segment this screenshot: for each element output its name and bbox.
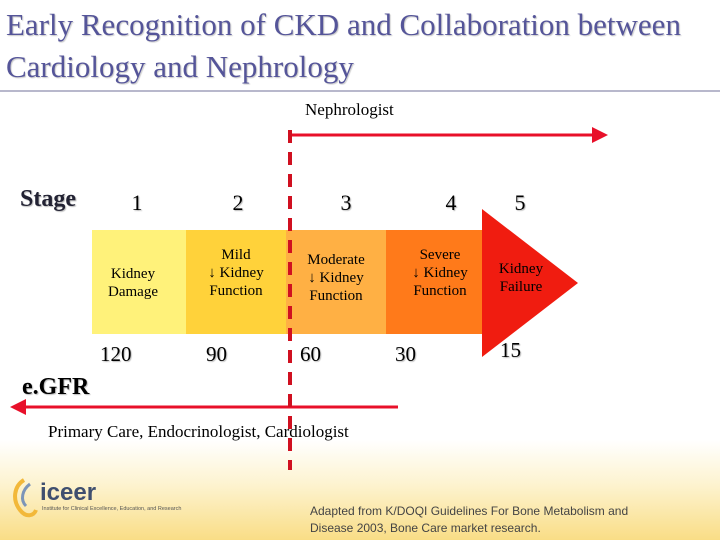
nephrologist-arrow [290, 127, 608, 143]
stage-number-4: 4 [445, 190, 457, 215]
stage-1-text: Kidney Damage [108, 266, 158, 300]
stage-2-segment [186, 230, 286, 334]
page-title: Early Recognition of CKD and Collaborati… [6, 7, 681, 84]
stage-number-5: 5 [514, 190, 526, 215]
logo-swirl-icon [13, 478, 38, 518]
egfr-value-60: 60 [300, 342, 321, 366]
stage-number-1: 1 [131, 190, 143, 215]
primary-care-arrow [10, 399, 398, 415]
stage-4-text: Severe ↓ Kidney Function [412, 247, 468, 299]
egfr-value-120: 120 [100, 342, 132, 366]
stage-4-segment [386, 230, 482, 334]
bottom-gradient-band [0, 440, 720, 540]
logo-wordmark: iceer [40, 479, 97, 506]
egfr-label: e.GFR [22, 374, 90, 400]
title-divider [0, 90, 720, 92]
egfr-value-30: 30 [395, 342, 416, 366]
source-credit: Adapted from K/DOQI Guidelines For Bone … [310, 504, 629, 535]
stage-5-text: Kidney Failure [498, 261, 544, 295]
stage-1-segment [92, 230, 186, 334]
stage-2-text: Mild ↓ Kidney Function [208, 247, 264, 299]
iceer-logo: iceer Institute for Clinical Excellence,… [8, 476, 208, 526]
primary-care-label: Primary Care, Endocrinologist, Cardiolog… [48, 422, 349, 441]
logo-tagline: Institute for Clinical Excellence, Educa… [42, 506, 182, 512]
stage-3-segment [286, 230, 386, 334]
stage-3-text: Moderate ↓ Kidney Function [307, 252, 365, 304]
stage-5-arrowhead [482, 209, 578, 357]
stage-number-2: 2 [232, 190, 244, 215]
stage-number-3: 3 [340, 190, 352, 215]
egfr-value-90: 90 [206, 342, 227, 366]
egfr-value-15: 15 [500, 338, 521, 362]
nephrologist-label: Nephrologist [305, 100, 394, 119]
stage-label: Stage [20, 186, 76, 212]
